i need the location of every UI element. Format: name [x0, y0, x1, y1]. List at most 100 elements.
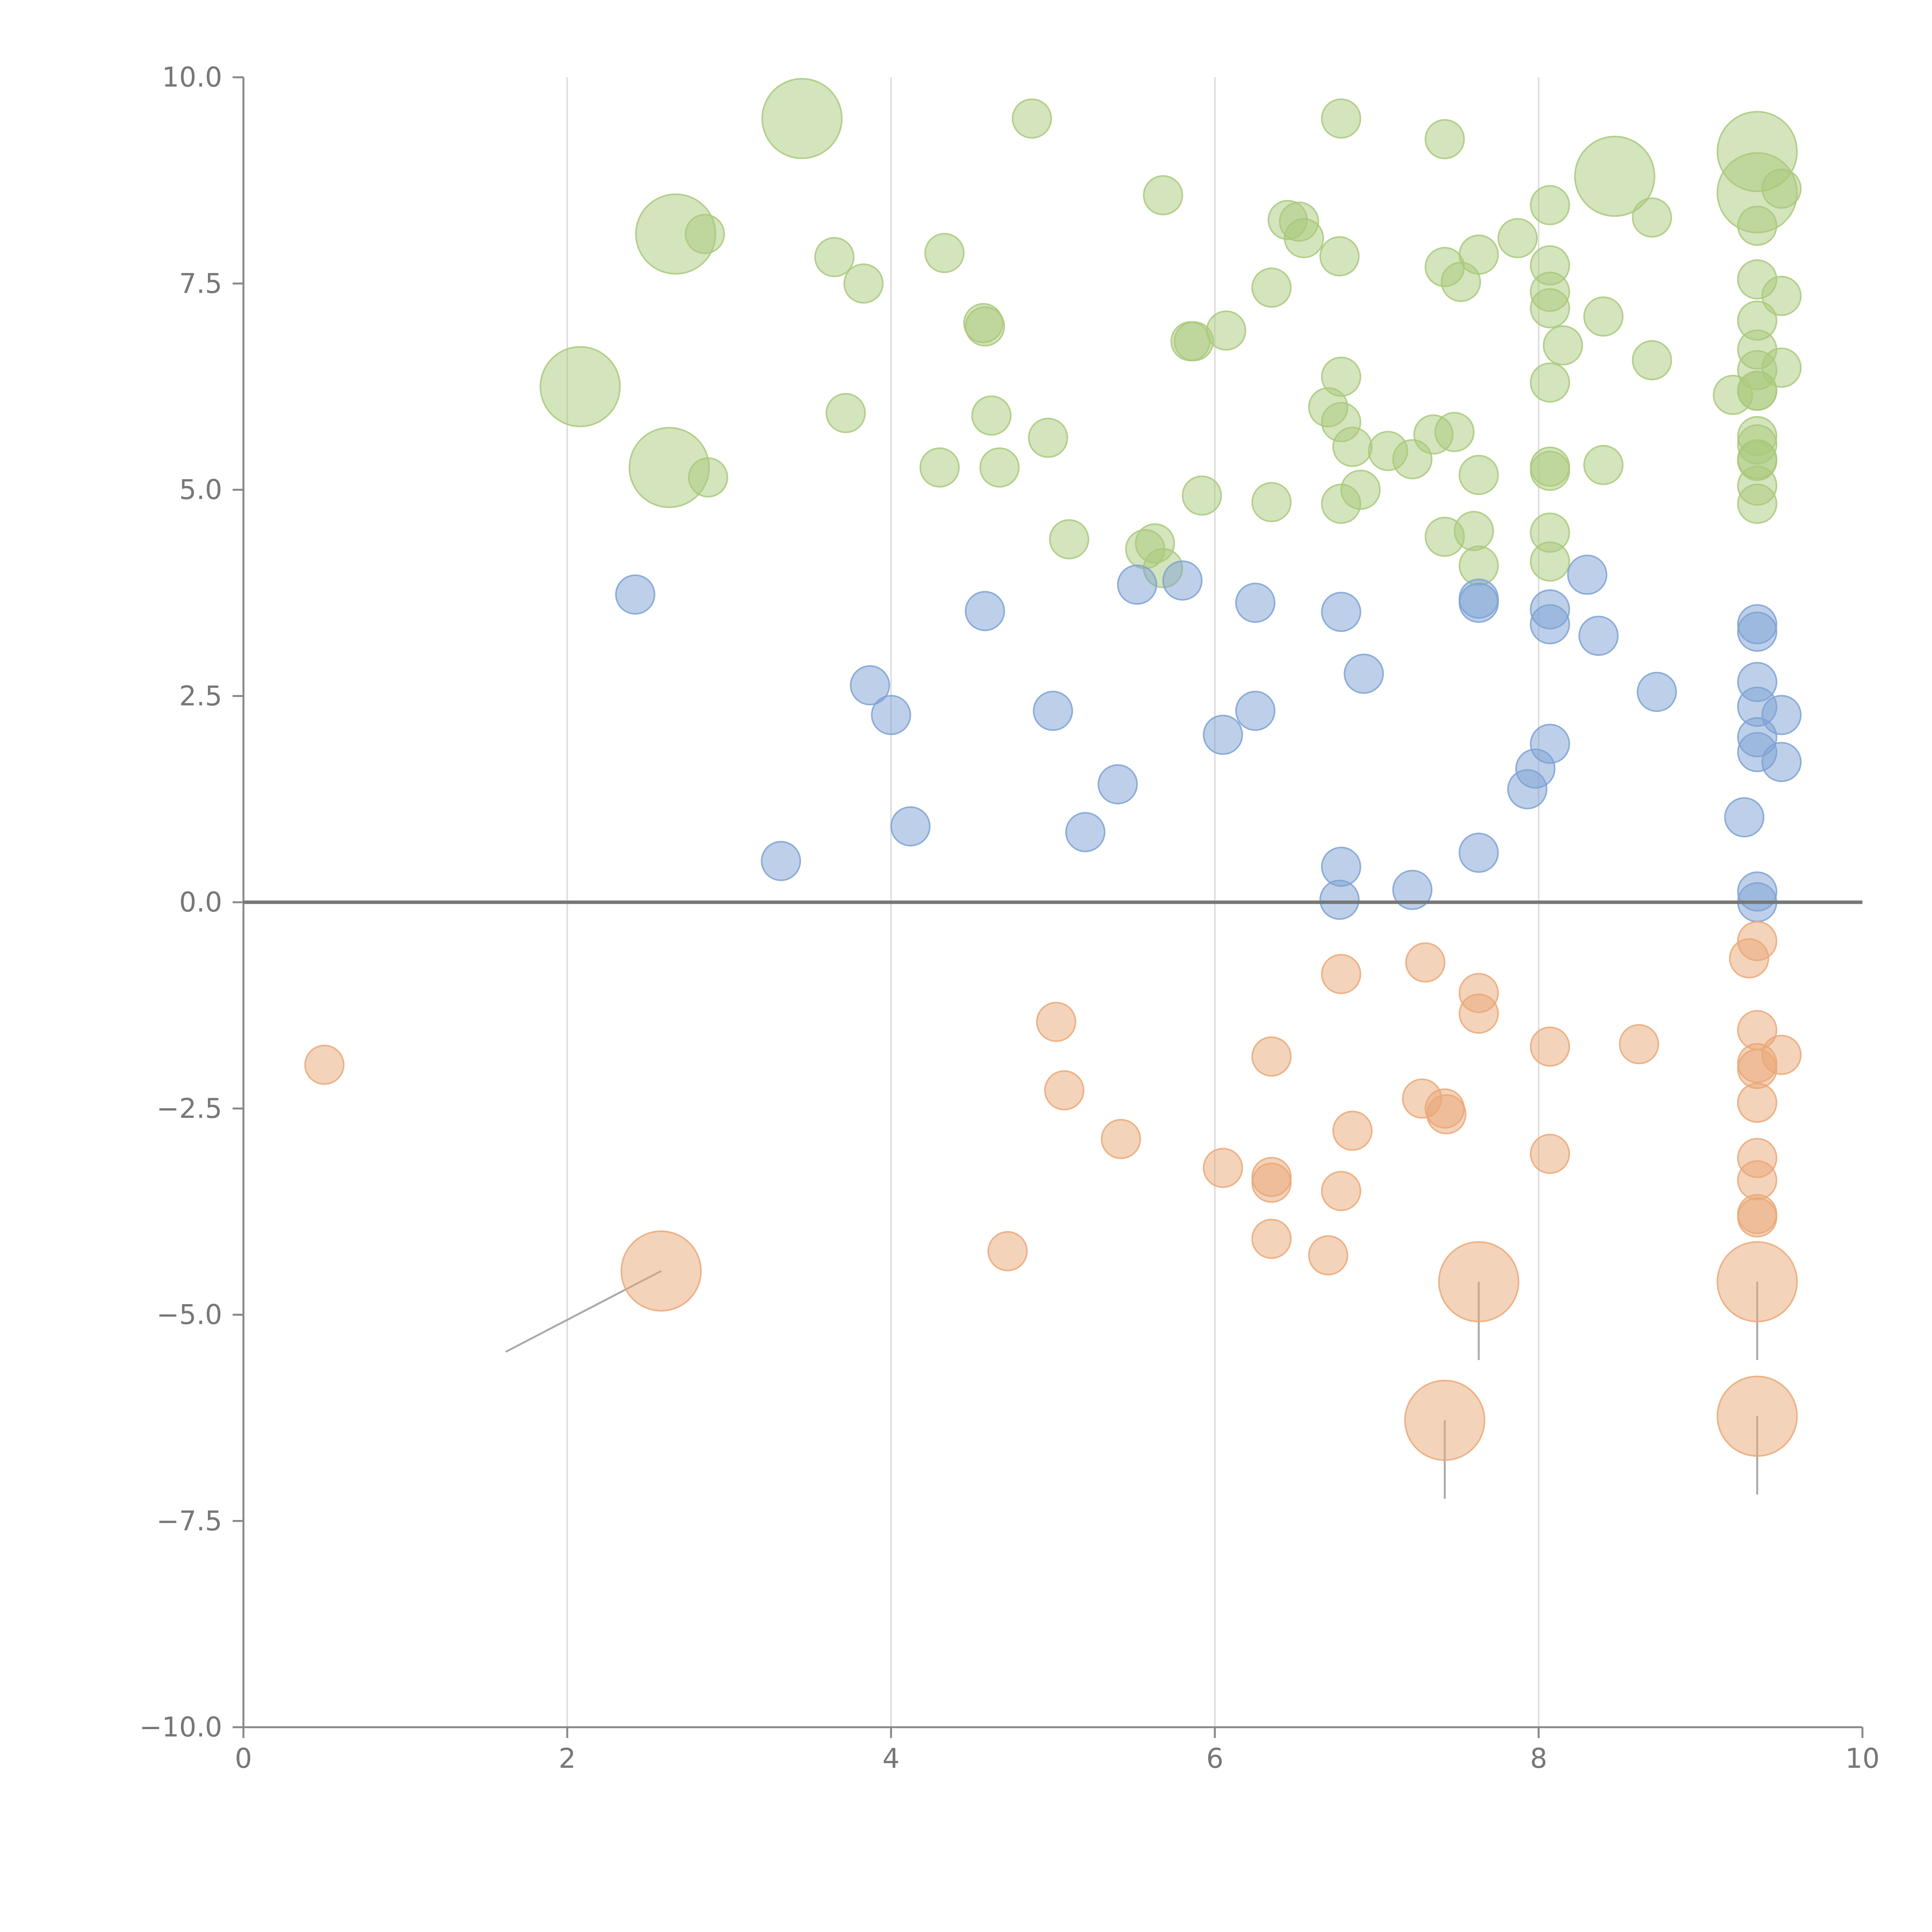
data-point-green	[761, 78, 843, 159]
data-point-green	[1332, 427, 1373, 467]
data-point-green	[1761, 168, 1802, 209]
data-point-blue	[1724, 797, 1765, 838]
y-tick-label: −2.5	[156, 1093, 222, 1124]
data-point-orange	[1530, 1026, 1570, 1067]
data-point-green	[1458, 455, 1499, 495]
data-point-orange	[1438, 1241, 1519, 1323]
data-point-orange	[1716, 1241, 1798, 1323]
data-point-green	[685, 214, 725, 254]
data-point-blue	[1202, 714, 1243, 755]
y-tick-label: −10.0	[139, 1711, 222, 1743]
y-tick-label: 0.0	[179, 886, 222, 918]
data-point-blue	[1117, 565, 1157, 605]
data-point-orange	[1044, 1070, 1085, 1111]
x-tick-label: 8	[1530, 1743, 1548, 1774]
data-point-green	[924, 233, 965, 273]
data-point-orange	[1321, 1171, 1361, 1211]
data-point-orange	[1530, 1134, 1570, 1174]
data-point-blue	[1392, 869, 1433, 910]
data-point-green	[1028, 417, 1068, 458]
data-point-orange	[1737, 1082, 1777, 1123]
y-tick-label: 10.0	[162, 61, 222, 93]
data-point-green	[1530, 185, 1570, 225]
data-point-green	[1392, 439, 1433, 480]
data-point-orange	[1737, 1049, 1777, 1089]
data-point-green	[1632, 197, 1672, 238]
data-point-green	[1543, 325, 1583, 366]
data-point-green	[1049, 519, 1089, 560]
data-point-green	[1173, 321, 1214, 362]
data-point-blue	[1162, 560, 1203, 601]
data-point-green	[1284, 218, 1324, 259]
data-point-blue	[1458, 832, 1499, 873]
data-point-green	[539, 346, 621, 427]
data-point-orange	[1251, 1036, 1292, 1077]
x-tick-label: 4	[883, 1743, 900, 1774]
data-point-green	[1251, 267, 1292, 308]
data-point-green	[971, 395, 1012, 436]
data-point-orange	[621, 1230, 702, 1312]
data-point-green	[1583, 296, 1624, 337]
data-point-orange	[1737, 1160, 1777, 1201]
annotation-leaders	[505, 1270, 1759, 1499]
data-point-green	[1321, 483, 1361, 524]
data-point-green	[688, 457, 728, 498]
data-point-orange	[1202, 1148, 1243, 1188]
data-point-blue	[1530, 604, 1570, 645]
data-point-blue	[1235, 582, 1276, 623]
data-point-orange	[987, 1231, 1028, 1272]
y-tick-label: 5.0	[179, 474, 222, 506]
data-point-orange	[1426, 1094, 1467, 1134]
data-point-orange	[1619, 1024, 1659, 1065]
data-point-green	[1424, 517, 1465, 557]
data-point-green	[1440, 262, 1481, 302]
data-point-green	[1574, 136, 1655, 217]
data-point-orange	[1251, 1162, 1292, 1203]
y-tick-label: 2.5	[179, 680, 222, 712]
data-point-blue	[1737, 611, 1777, 652]
data-point-orange	[1332, 1111, 1373, 1151]
y-tick-label: −7.5	[156, 1505, 222, 1537]
data-point-blue	[1321, 592, 1361, 632]
data-point-green	[814, 237, 855, 277]
data-point-blue	[965, 591, 1005, 631]
data-point-blue	[1507, 769, 1548, 810]
data-point-orange	[1405, 942, 1446, 983]
data-point-blue	[761, 841, 801, 881]
x-tick-label: 2	[559, 1743, 576, 1774]
data-point-blue	[1319, 879, 1360, 920]
data-point-blue	[615, 574, 655, 615]
data-point-green	[1319, 236, 1360, 277]
data-point-orange	[304, 1044, 345, 1085]
data-point-green	[1737, 371, 1777, 411]
data-point-blue	[1235, 690, 1276, 731]
data-point-blue	[850, 665, 890, 706]
data-point-green	[843, 263, 884, 304]
data-point-orange	[1321, 954, 1361, 994]
data-point-green	[1012, 98, 1052, 139]
data-point-blue	[1458, 582, 1499, 623]
data-point-green	[919, 447, 960, 488]
y-tick-label: −5.0	[156, 1299, 222, 1331]
data-point-blue	[1097, 764, 1138, 804]
data-point-orange	[1100, 1119, 1141, 1159]
data-point-green	[1424, 119, 1465, 160]
data-point-green	[1530, 362, 1570, 403]
data-point-blue	[890, 806, 931, 847]
data-point-orange	[1729, 938, 1769, 979]
y-tick-label: 7.5	[179, 268, 222, 299]
x-tick-label: 6	[1206, 1743, 1224, 1774]
data-point-green	[979, 447, 1020, 488]
data-point-green	[1530, 541, 1570, 582]
data-point-blue	[1578, 616, 1619, 656]
data-point-green	[1530, 288, 1570, 328]
data-point-green	[1497, 218, 1538, 259]
data-point-blue	[1636, 672, 1677, 712]
data-point-green	[1530, 451, 1570, 491]
data-point-green	[1182, 475, 1222, 516]
data-point-blue	[871, 695, 911, 735]
data-point-orange	[1251, 1219, 1292, 1259]
data-point-blue	[1344, 653, 1384, 694]
data-point-blue	[1065, 812, 1105, 852]
